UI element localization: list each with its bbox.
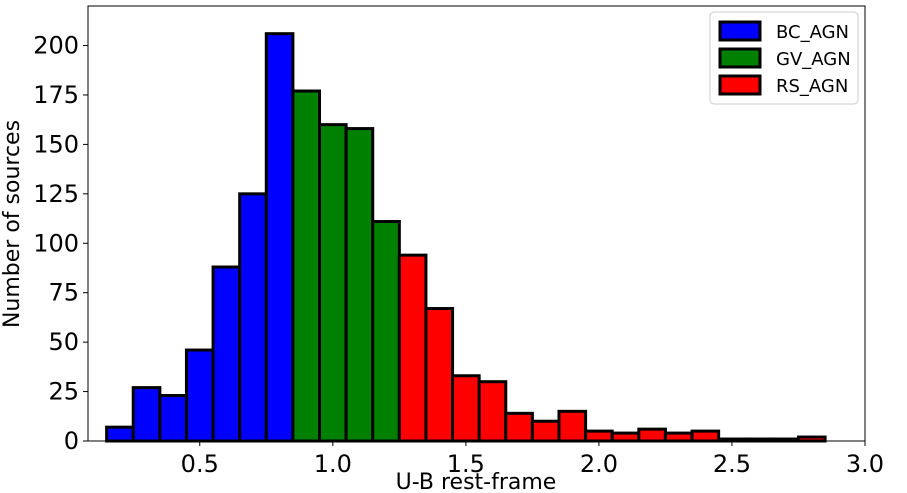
y-tick-label: 50	[48, 328, 79, 356]
histogram-bar-rs-agn-1	[424, 307, 455, 443]
legend-items: BC_AGN GV_AGN RS_AGN	[718, 20, 851, 97]
legend-label-rs-agn: RS_AGN	[776, 76, 848, 97]
y-tick-label: 150	[33, 130, 79, 158]
histogram-bar-bc-agn-4	[211, 265, 242, 443]
plot-frame	[87, 5, 866, 442]
histogram-bar-rs-agn-10	[663, 431, 694, 443]
histogram-bar-gv-agn-0	[291, 89, 322, 443]
legend-label-gv-agn: GV_AGN	[776, 49, 851, 70]
y-axis-label: Number of sources	[0, 120, 25, 328]
y-tick-label: 200	[33, 32, 79, 60]
histogram-bar-gv-agn-1	[318, 123, 348, 443]
x-tick-label: 2.0	[580, 450, 618, 478]
y-tick-label: 125	[33, 180, 79, 208]
x-tick-label: 1.0	[314, 450, 352, 478]
legend: BC_AGN GV_AGN RS_AGN	[709, 11, 859, 105]
y-tick-label: 75	[48, 279, 79, 307]
histogram-bar-gv-agn-3	[371, 220, 401, 443]
x-tick-label: 1.5	[447, 450, 485, 478]
ticks-layer: 0.5 1.0 1.5 2.0 2.5 3.0 0 25 50 75 100 125 150 175 200	[33, 32, 884, 478]
histogram-bar-rs-agn-9	[637, 427, 667, 443]
y-tick-label: 25	[48, 378, 79, 406]
y-tick-label: 0	[64, 427, 79, 455]
bars-layer	[105, 32, 827, 443]
legend-label-bc-agn: BC_AGN	[776, 22, 849, 43]
histogram-bar-rs-agn-11	[690, 429, 721, 443]
x-tick-label: 2.5	[713, 450, 751, 478]
histogram-bar-bc-agn-3	[184, 348, 215, 443]
histogram-bar-bc-agn-1	[131, 386, 162, 443]
histogram-bar-rs-agn-2	[451, 374, 481, 443]
x-axis-label: U-B rest-frame	[396, 470, 557, 493]
histogram-bar-bc-agn-2	[158, 394, 188, 443]
y-tick-label: 175	[33, 81, 79, 109]
x-tick-label: 3.0	[846, 450, 884, 478]
histogram-bar-rs-agn-7	[584, 429, 614, 443]
histogram-bar-bc-agn-5	[238, 192, 268, 443]
histogram-bar-rs-agn-15	[796, 435, 827, 443]
histogram-bar-rs-agn-0	[397, 253, 428, 443]
histogram-bar-bc-agn-6	[264, 32, 295, 443]
histogram-bar-gv-agn-2	[344, 127, 375, 443]
histogram-bar-rs-agn-3	[477, 380, 508, 443]
y-tick-label: 100	[33, 229, 79, 257]
histogram-bar-rs-agn-8	[610, 431, 641, 443]
legend-swatch-gv-agn	[718, 47, 762, 69]
legend-swatch-bc-agn	[718, 20, 762, 42]
histogram-bar-rs-agn-5	[530, 419, 561, 443]
histogram-bar-rs-agn-4	[504, 411, 534, 443]
histogram-bar-rs-agn-6	[557, 409, 588, 443]
histogram-bar-bc-agn-0	[105, 425, 135, 443]
legend-swatch-rs-agn	[718, 74, 762, 96]
x-tick-label: 0.5	[181, 450, 219, 478]
